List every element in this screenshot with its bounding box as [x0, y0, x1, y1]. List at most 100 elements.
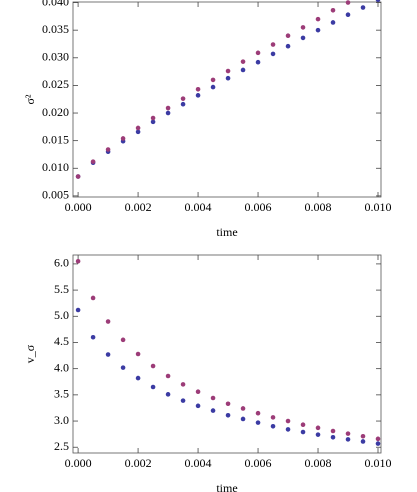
- data-point: [330, 7, 336, 13]
- data-point: [210, 84, 216, 90]
- data-point: [360, 433, 366, 439]
- data-point: [270, 415, 276, 420]
- data-point: [90, 159, 96, 164]
- y-tick-label: 0.020: [42, 105, 69, 119]
- data-point: [240, 59, 246, 64]
- x-tick-label: 0.008: [305, 200, 332, 214]
- data-point: [300, 429, 306, 435]
- data-point: [285, 427, 291, 432]
- data-point: [195, 93, 201, 98]
- data-point: [180, 96, 186, 101]
- data-point: [150, 119, 156, 125]
- data-point: [165, 373, 171, 379]
- data-point: [150, 115, 156, 121]
- data-point: [105, 352, 111, 357]
- x-axis-label: time: [216, 481, 237, 492]
- data-point: [375, 441, 381, 446]
- data-point: [315, 27, 321, 33]
- data-point: [165, 392, 171, 397]
- data-point: [315, 425, 321, 431]
- data-point: [180, 382, 186, 387]
- y-tick-label: 0.010: [42, 160, 69, 174]
- data-point: [345, 437, 351, 442]
- y-tick-label: 5.5: [54, 282, 69, 296]
- data-point: [255, 410, 261, 416]
- data-point: [210, 395, 216, 401]
- data-point: [135, 375, 141, 381]
- y-tick-label: 0.015: [42, 132, 69, 146]
- data-point: [225, 412, 231, 418]
- data-point: [165, 110, 171, 116]
- x-axis-label: time: [216, 225, 237, 239]
- data-point: [375, 436, 381, 442]
- data-point: [240, 416, 246, 422]
- x-tick-label: 0.010: [365, 200, 392, 214]
- data-point: [120, 337, 126, 343]
- data-point: [225, 401, 231, 407]
- data-point: [195, 403, 201, 409]
- x-tick-label: 0.000: [65, 456, 92, 470]
- plot-frame: [72, 1, 382, 198]
- data-point: [225, 68, 231, 74]
- y-tick-label: 6.0: [54, 256, 69, 270]
- x-tick-label: 0.002: [125, 200, 152, 214]
- data-point: [255, 50, 261, 56]
- data-point: [150, 363, 156, 369]
- data-point: [75, 174, 81, 179]
- x-tick-label: 0.000: [65, 200, 92, 214]
- x-tick-label: 0.010: [365, 456, 392, 470]
- data-point: [90, 334, 96, 340]
- data-point: [345, 0, 351, 5]
- data-point: [285, 33, 291, 38]
- y-tick-label: 4.5: [54, 334, 69, 348]
- data-point: [330, 434, 336, 440]
- x-tick-label: 0.004: [185, 456, 212, 470]
- x-tick-label: 0.008: [305, 456, 332, 470]
- data-point: [300, 35, 306, 41]
- data-point: [75, 307, 81, 313]
- y-tick-label: 4.0: [54, 360, 69, 374]
- y-tick-label: 0.035: [42, 22, 69, 36]
- y-tick-label: 0.030: [42, 50, 69, 64]
- data-point: [90, 295, 96, 301]
- data-point: [135, 129, 141, 135]
- data-point: [135, 125, 141, 131]
- y-tick-label: 3.5: [54, 387, 69, 401]
- data-point: [330, 20, 336, 25]
- data-point: [120, 365, 126, 370]
- data-point: [375, 0, 381, 3]
- data-point: [105, 147, 111, 152]
- y-axis-label: v_σ: [23, 344, 37, 363]
- x-tick-label: 0.002: [125, 456, 152, 470]
- data-point: [105, 319, 111, 324]
- y-tick-label: 3.0: [54, 413, 69, 427]
- x-tick-label: 0.006: [245, 200, 272, 214]
- y-axis-label: σ²: [23, 94, 37, 104]
- data-point: [195, 86, 201, 92]
- data-point: [300, 422, 306, 428]
- data-point: [180, 101, 186, 107]
- data-point: [330, 428, 336, 434]
- data-point: [240, 67, 246, 73]
- data-point: [270, 42, 276, 47]
- x-tick-label: 0.006: [245, 456, 272, 470]
- data-point: [360, 439, 366, 444]
- y-tick-label: 5.0: [54, 308, 69, 322]
- data-point: [285, 418, 291, 424]
- data-point: [315, 432, 321, 437]
- data-point: [240, 406, 246, 411]
- data-point: [195, 389, 201, 395]
- data-point: [345, 431, 351, 436]
- data-point: [270, 423, 276, 429]
- data-point: [150, 384, 156, 390]
- y-tick-label: 2.5: [54, 439, 69, 453]
- data-point: [225, 75, 231, 81]
- data-point: [255, 420, 261, 425]
- x-tick-label: 0.004: [185, 200, 212, 214]
- data-point: [75, 258, 81, 264]
- data-point: [120, 136, 126, 141]
- data-point: [270, 51, 276, 57]
- data-point: [180, 398, 186, 403]
- data-point: [345, 12, 351, 18]
